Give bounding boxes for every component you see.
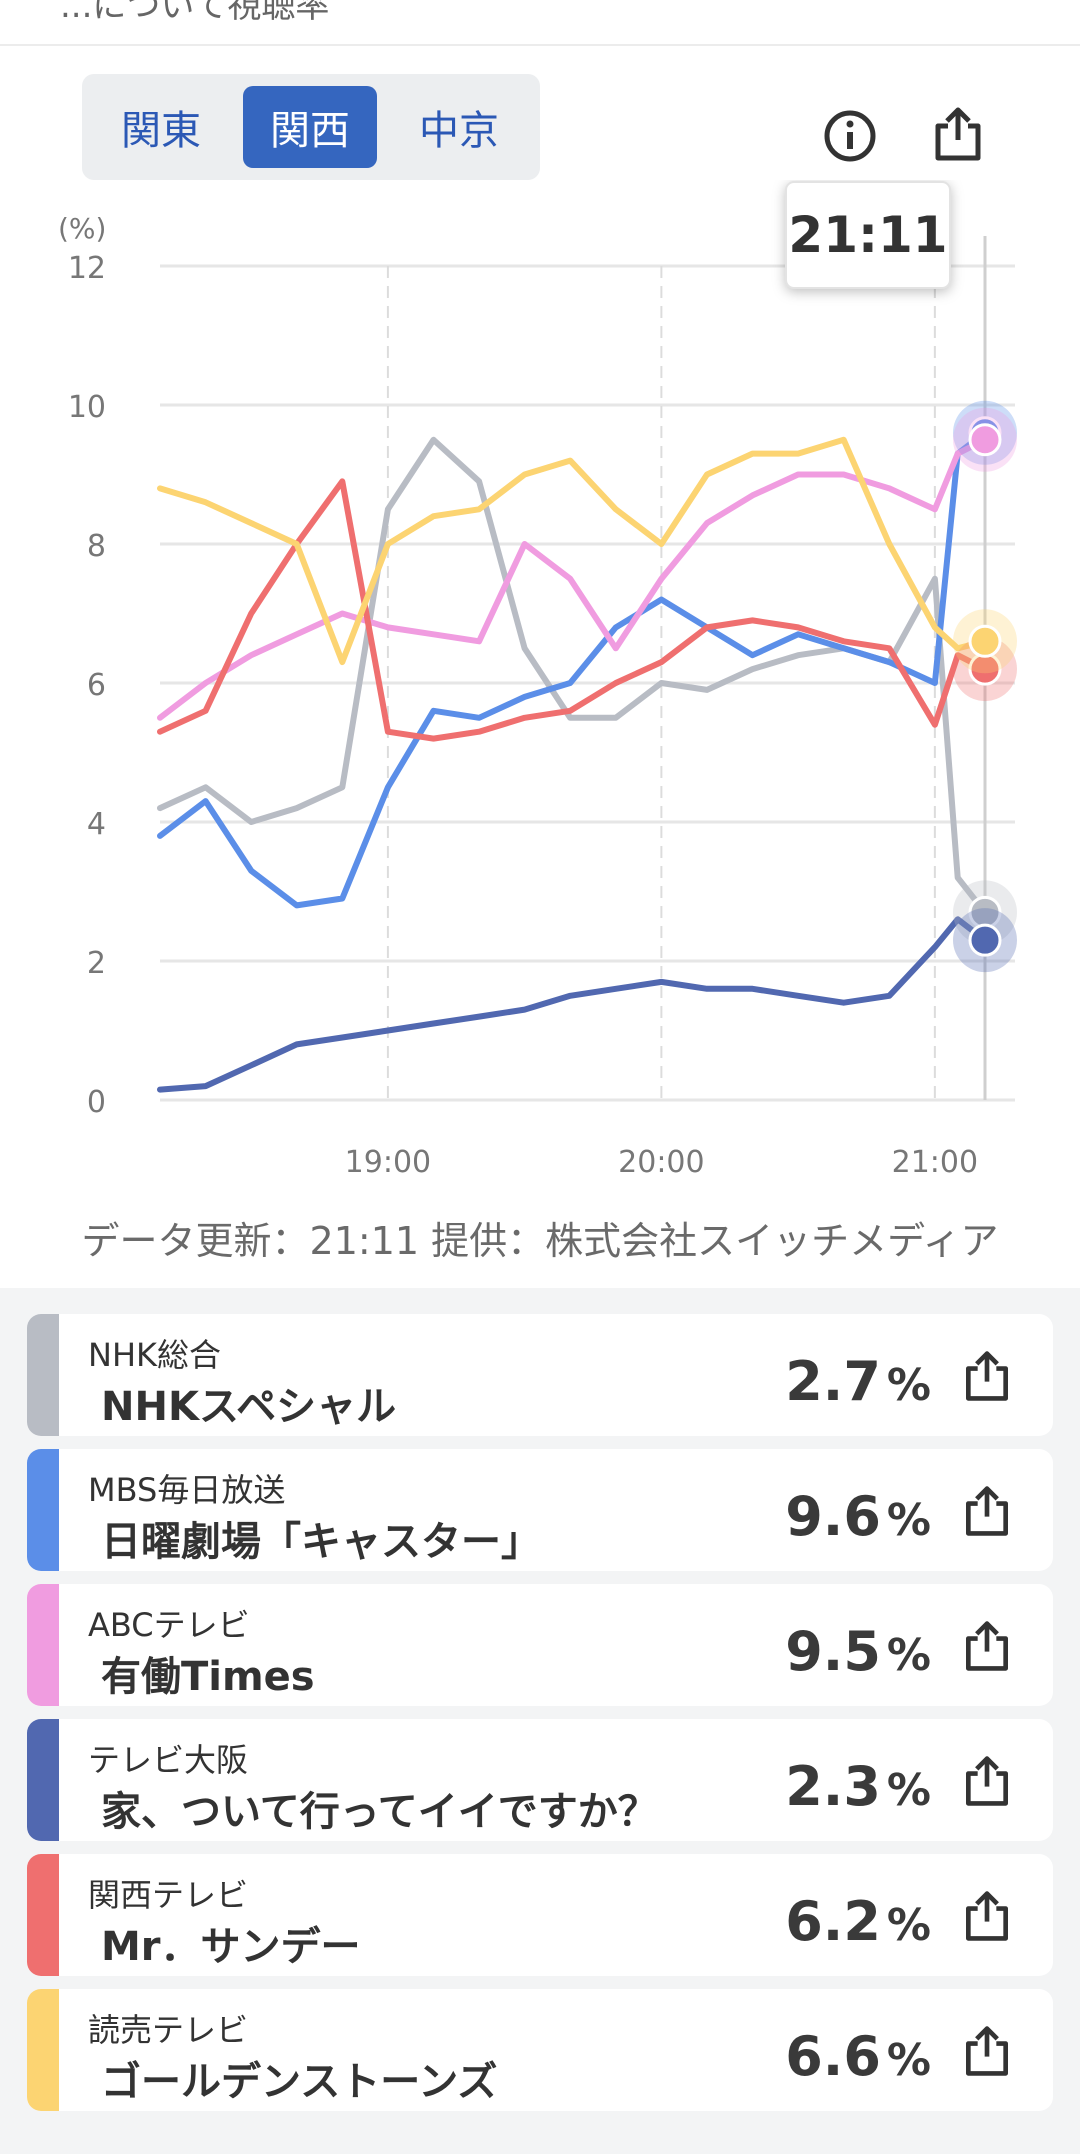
rating-unit: % [886, 1360, 931, 1411]
program-card[interactable]: NHK総合 NHKスペシャル 2.7% [27, 1314, 1053, 1436]
share-icon[interactable] [959, 1483, 1015, 1539]
rating-unit: % [886, 1630, 931, 1681]
channel-color-bar [27, 1314, 59, 1436]
share-icon[interactable] [959, 1753, 1015, 1809]
rating-value: 2.7% [785, 1350, 931, 1413]
share-icon[interactable] [959, 1348, 1015, 1404]
series-line [157, 478, 988, 742]
rating-unit: % [886, 2035, 931, 2086]
series-line [157, 436, 988, 721]
channel-name: 関西テレビ [88, 1876, 249, 1914]
x-tick-label: 21:00 [892, 1145, 978, 1180]
program-card[interactable]: MBS毎日放送日曜劇場「キャスター」 9.6% [27, 1449, 1053, 1571]
y-tick-label: 10 [68, 390, 106, 425]
channel-color-bar [27, 1449, 59, 1571]
share-icon[interactable] [959, 1618, 1015, 1674]
y-tick-label: 8 [87, 529, 106, 564]
rating-number: 9.6 [785, 1485, 881, 1548]
tab-kansai[interactable]: 関西 [243, 86, 377, 168]
series-end-marker [968, 923, 1002, 957]
program-title: 有働Times [101, 1654, 315, 1700]
chart-svg: 0 2 4 6 8 10 12 (%) 19:00 20:00 21:00 21:11 [58, 181, 1017, 1180]
series-line [157, 436, 988, 666]
x-tick-label: 20:00 [618, 1145, 704, 1180]
rating-value: 6.6% [785, 2025, 931, 2088]
channel-name: テレビ大阪 [88, 1741, 249, 1779]
update-info: データ更新：21:11 提供：株式会社スイッチメディア [81, 1219, 999, 1263]
channel-name: NHK総合 [88, 1336, 221, 1374]
program-card[interactable]: 読売テレビゴールデンストーンズ 6.6% [27, 1989, 1053, 2111]
series-end-marker [968, 624, 1002, 658]
channel-color-bar [27, 1854, 59, 1976]
rating-number: 9.5 [785, 1620, 881, 1683]
y-tick-label: 0 [87, 1085, 106, 1120]
header-partial-text: ...について視聴率 [60, 0, 330, 26]
rating-number: 6.6 [785, 2025, 881, 2088]
rating-number: 2.7 [785, 1350, 881, 1413]
tab-kanto[interactable]: 関東 [121, 108, 201, 154]
channel-name: MBS毎日放送 [88, 1471, 286, 1509]
program-title: Mr．サンデー [101, 1924, 361, 1970]
rating-value: 9.5% [785, 1620, 931, 1683]
rating-value: 6.2% [785, 1890, 931, 1953]
series-line [157, 429, 988, 909]
program-card[interactable]: 関西テレビ Mr．サンデー 6.2% [27, 1854, 1053, 1976]
program-title: NHKスペシャル [101, 1384, 397, 1430]
rating-value: 2.3% [785, 1755, 931, 1818]
rating-unit: % [886, 1900, 931, 1951]
y-tick-label: 4 [87, 807, 106, 842]
program-title: 家、ついて行ってイイですか？ [101, 1789, 658, 1835]
time-tooltip-text: 21:11 [788, 206, 947, 264]
channel-color-bar [27, 1584, 59, 1706]
rating-number: 6.2 [785, 1890, 881, 1953]
channel-color-bar [27, 1989, 59, 2111]
rating-unit: % [886, 1495, 931, 1546]
y-tick-label: 2 [87, 946, 106, 981]
rating-value: 9.6% [785, 1485, 931, 1548]
share-icon[interactable] [959, 1888, 1015, 1944]
program-card[interactable]: ABCテレビ有働Times 9.5% [27, 1584, 1053, 1706]
program-card[interactable]: テレビ大阪家、ついて行ってイイですか？ 2.3% [27, 1719, 1053, 1841]
top-strip: ...について視聴率 [0, 0, 1080, 46]
channel-color-bar [27, 1719, 59, 1841]
channel-name: 読売テレビ [88, 2011, 249, 2049]
share-icon[interactable] [928, 104, 988, 164]
rating-unit: % [886, 1765, 931, 1816]
channel-name: ABCテレビ [88, 1606, 250, 1644]
rating-number: 2.3 [785, 1755, 881, 1818]
y-tick-label: 6 [87, 668, 106, 703]
y-tick-label: 12 [68, 251, 106, 286]
program-title: 日曜劇場「キャスター」 [101, 1519, 541, 1565]
x-tick-label: 19:00 [345, 1145, 431, 1180]
series-line [157, 916, 988, 1093]
time-tooltip [785, 181, 951, 289]
region-selector: 関東 関西 中京 [82, 74, 540, 180]
rating-chart: 0 2 4 6 8 10 12 (%) 19:00 20:00 21:00 21:11 [0, 180, 1080, 1200]
share-icon[interactable] [959, 2023, 1015, 2079]
info-icon[interactable] [820, 106, 880, 166]
program-title: ゴールデンストーンズ [101, 2059, 498, 2105]
tab-chukyo[interactable]: 中京 [419, 108, 499, 154]
y-axis-label: (%) [58, 212, 106, 245]
series-end-marker [968, 423, 1002, 457]
